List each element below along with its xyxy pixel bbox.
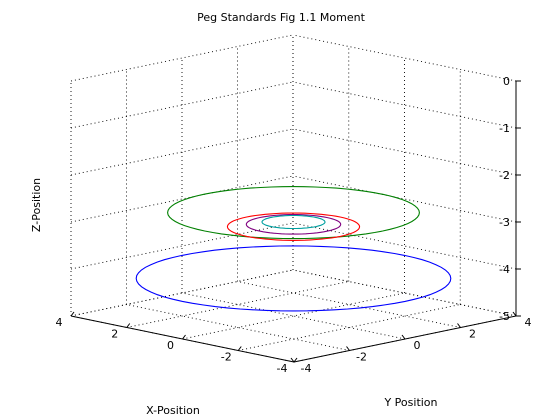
side-wall-grid-line: [292, 34, 517, 82]
x-tick-label: -2: [221, 351, 232, 364]
series-curve-5: [261, 214, 326, 230]
x-tick-mark: [182, 334, 186, 340]
floor-grid-line: [182, 292, 405, 340]
y-tick-label: 4: [525, 316, 532, 329]
y-tick-mark: [401, 334, 406, 340]
floor-grid-line: [181, 292, 406, 340]
z-tick-label: -4: [499, 263, 510, 276]
series-curve-2: [135, 245, 452, 312]
back-wall-grid-line: [70, 269, 294, 317]
z-axis-label: Z-Position: [30, 178, 43, 232]
y-tick-label: -4: [301, 362, 312, 375]
x-tick-mark: [126, 323, 131, 328]
tick-labels: -4 -2 0 2 4 -4 -2 0 2 4 -5 -4 -3 -2 -1 0: [56, 75, 532, 375]
floor-grid-line: [238, 304, 461, 351]
y-tick-label: -2: [356, 351, 367, 364]
back-wall-grid-line: [70, 128, 294, 176]
x-tick-label: 0: [167, 339, 174, 352]
floor-grid-line: [126, 281, 349, 328]
x-tick-mark: [237, 346, 242, 351]
x-tick-label: 4: [56, 316, 63, 329]
y-axis-label: Y Position: [383, 396, 437, 409]
x-tick-mark: [70, 311, 75, 317]
y-tick-label: 0: [414, 339, 421, 352]
x-tick-label: -4: [277, 362, 288, 375]
z-tick-label: 0: [503, 75, 510, 88]
back-wall-grid-line: [70, 222, 294, 270]
series-curve-3: [226, 212, 361, 241]
y-tick-mark: [512, 311, 517, 317]
y-tick-mark: [346, 346, 350, 351]
series-curve-1: [167, 186, 420, 240]
z-tick-label: -1: [499, 122, 510, 135]
series: [135, 186, 452, 312]
x-tick-label: 2: [111, 328, 118, 341]
back-wall-grid-line: [70, 175, 294, 223]
z-tick-label: -3: [499, 216, 510, 229]
x-tick-mark: [293, 357, 298, 363]
chart-title: Peg Standards Fig 1.1 Moment: [197, 11, 365, 24]
grid: [70, 34, 517, 363]
series-curve-4: [245, 214, 342, 235]
y-tick-mark: [290, 357, 295, 363]
x-axis-label: X-Position: [146, 404, 200, 417]
floor-grid-line: [237, 281, 461, 328]
y-tick-label: 2: [469, 328, 476, 341]
y-tick-mark: [457, 323, 461, 328]
z-tick-label: -5: [499, 310, 510, 323]
axes: [70, 80, 521, 363]
back-wall-grid-line: [70, 81, 294, 129]
side-wall-grid-line: [292, 222, 517, 270]
back-wall-grid-line: [70, 34, 294, 82]
z-tick-label: -2: [499, 169, 510, 182]
